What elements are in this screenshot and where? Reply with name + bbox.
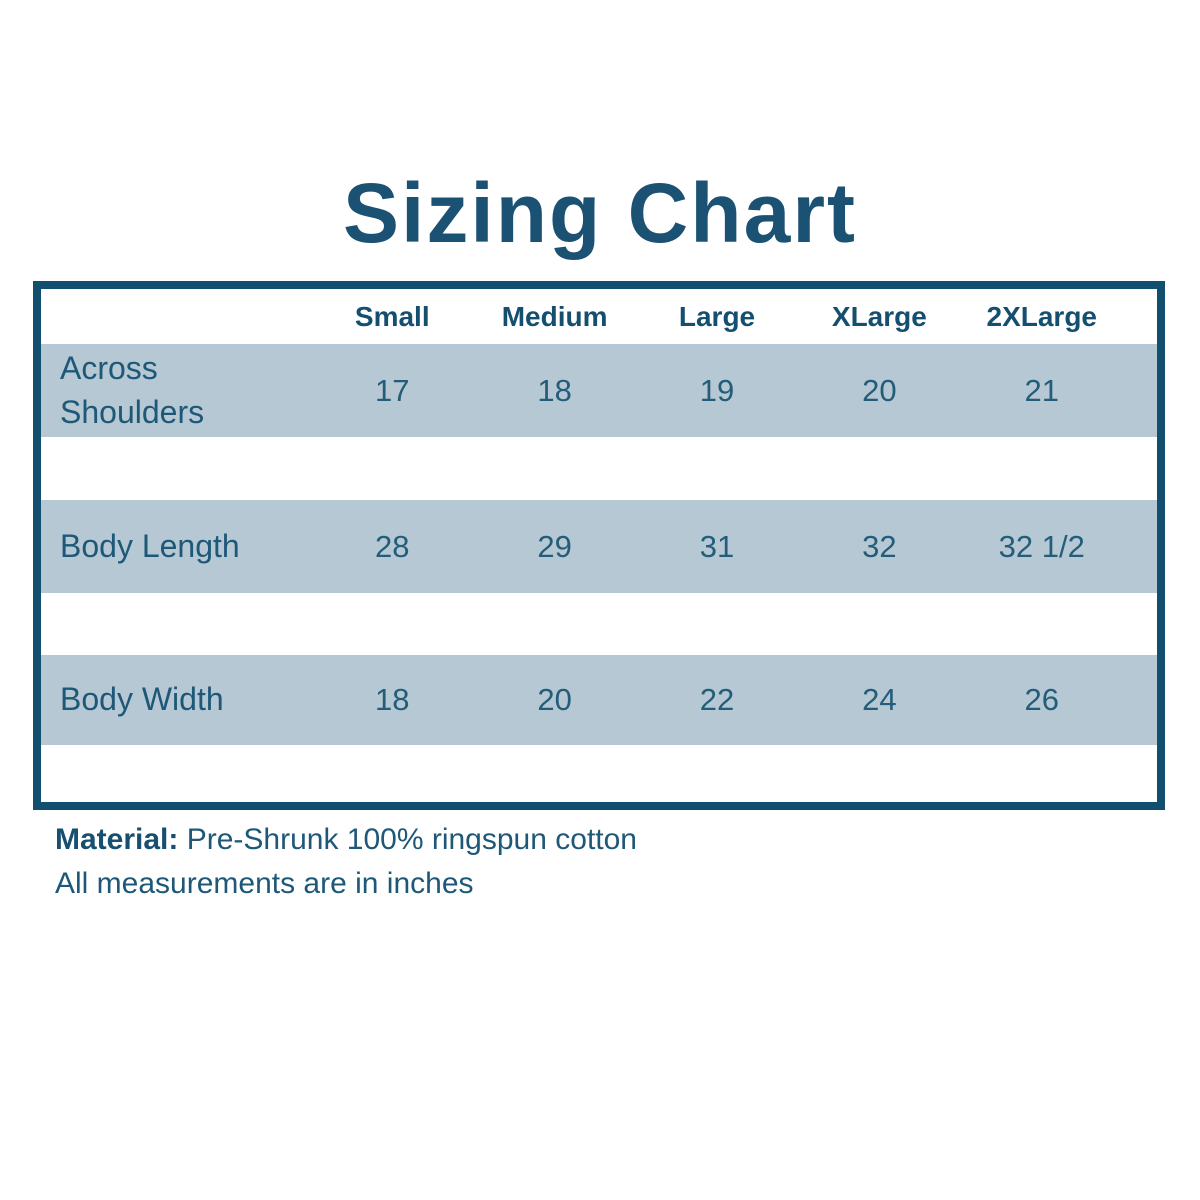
footer-notes: Material: Pre-Shrunk 100% ringspun cotto… [55,818,637,906]
table-row-body-width: Body Width 18 20 22 24 26 [41,655,1157,745]
column-header-small: Small [354,300,430,332]
row-gap [41,593,1157,655]
page-title: Sizing Chart [342,166,857,260]
cell-body-width-small: 18 [375,682,410,717]
cell-across-shoulders-medium: 18 [537,372,572,408]
row-label-text: Across Shoulders [60,350,205,430]
sizing-table: Small Medium Large XLarge 2XLarge Across… [33,281,1165,810]
measurements-note: All measurements are in inches [55,867,474,900]
table-row-across-shoulders: Across Shoulders 17 18 19 20 21 [41,344,1157,437]
cell-body-width-xlarge: 24 [862,682,897,717]
material-label: Material: [55,823,179,856]
cell-body-length-small: 28 [375,528,410,564]
cell-body-width-medium: 20 [537,682,572,717]
cell-body-length-xlarge: 32 [862,528,897,564]
row-label-body-width: Body Width [41,678,311,721]
material-value: Pre-Shrunk 100% ringspun cotton [186,823,637,856]
table-row-body-length: Body Length 28 29 31 32 32 1/2 [41,500,1157,593]
cell-body-width-2xlarge: 26 [1024,682,1059,717]
table-header-row: Small Medium Large XLarge 2XLarge [41,289,1157,344]
cell-body-length-large: 31 [699,528,735,564]
row-label-text: Body Width [60,681,224,718]
material-line: Material: Pre-Shrunk 100% ringspun cotto… [55,818,637,862]
cell-across-shoulders-small: 17 [375,372,410,408]
column-header-2xlarge: 2XLarge [986,300,1098,332]
cell-across-shoulders-large: 19 [699,372,735,408]
cell-body-length-medium: 29 [537,528,572,564]
column-header-large: Large [678,300,756,332]
cell-body-width-large: 22 [699,682,735,717]
row-label-body-length: Body Length [41,525,311,568]
column-header-xlarge: XLarge [831,300,927,332]
cell-across-shoulders-xlarge: 20 [862,372,897,408]
cell-body-length-2xlarge: 32 1/2 [998,528,1085,564]
row-label-text: Body Length [60,527,240,564]
row-label-across-shoulders: Across Shoulders [41,347,311,433]
column-header-medium: Medium [501,300,608,332]
cell-across-shoulders-2xlarge: 21 [1024,372,1059,408]
row-gap [41,437,1157,500]
